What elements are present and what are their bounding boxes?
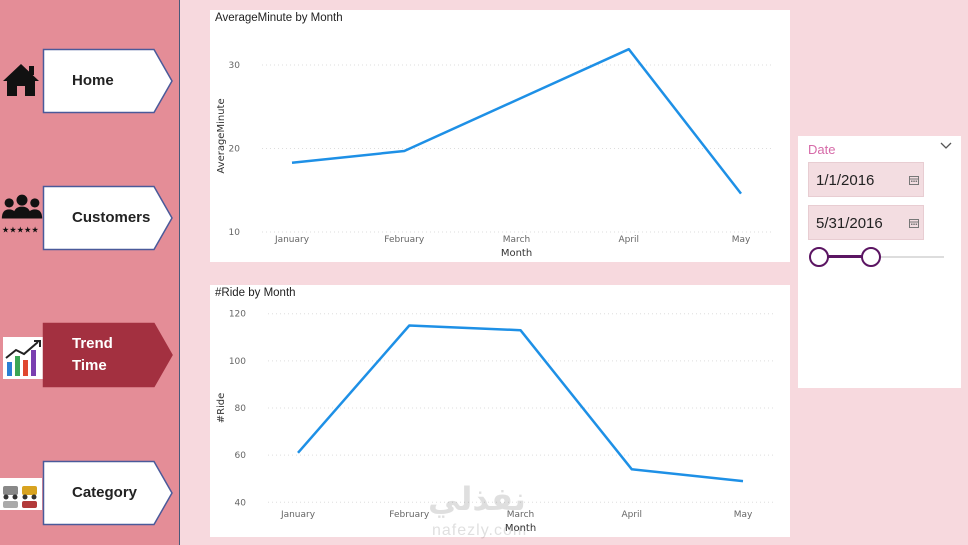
calendar-icon[interactable] [909, 175, 919, 185]
data-point[interactable] [289, 160, 295, 166]
nav-label-home: Home [72, 72, 114, 89]
data-point[interactable] [629, 466, 635, 472]
nav-label-trend-time: Trend Time [72, 335, 113, 374]
data-point[interactable] [626, 46, 632, 52]
date-slider-range [818, 255, 872, 258]
home-button[interactable]: Home [42, 48, 174, 114]
watermark-arabic: نفذلي [428, 480, 526, 518]
end-date-value: 5/31/2016 [816, 215, 883, 232]
customers-button[interactable]: Customers [42, 185, 174, 251]
x-tick-label: May [732, 235, 751, 245]
data-point[interactable] [738, 191, 744, 197]
y-axis-title: AverageMinute [216, 98, 227, 173]
y-tick-label: 20 [229, 145, 241, 155]
x-tick-label: January [280, 510, 316, 520]
data-point[interactable] [406, 323, 412, 329]
nav-item-home[interactable]: Home [0, 48, 180, 118]
x-axis-title: Month [501, 248, 532, 259]
y-tick-label: 10 [229, 228, 241, 238]
x-tick-label: February [389, 510, 430, 520]
sidebar-nav: Home ★★★★★ Customers Trend Time [0, 0, 180, 545]
x-tick-label: January [274, 235, 310, 245]
nav-item-category[interactable]: Category [0, 460, 180, 530]
date-slider-track[interactable] [818, 256, 944, 258]
nav-label-customers: Customers [72, 209, 151, 226]
x-tick-label: May [734, 510, 753, 520]
x-tick-label: March [503, 235, 530, 245]
data-point[interactable] [514, 97, 520, 103]
data-point[interactable] [518, 327, 524, 333]
y-axis-title: #Ride [216, 393, 227, 424]
calendar-icon[interactable] [909, 218, 919, 228]
slicer-title: Date [808, 142, 836, 157]
y-tick-label: 40 [235, 498, 247, 508]
chart-average-minute-card: 10 20 30 January February March April May Month A… [210, 10, 790, 262]
end-date-input[interactable]: 5/31/2016 [808, 205, 924, 240]
chart-ride-card: 40 60 80 100 120 January February March April May… [210, 285, 790, 537]
x-tick-label: March [507, 510, 534, 520]
y-tick-label: 80 [235, 404, 247, 414]
y-tick-label: 30 [229, 61, 241, 71]
trend-time-button[interactable]: Trend Time [42, 322, 174, 388]
chevron-down-icon[interactable] [939, 138, 953, 152]
watermark-latin: nafezly.com [432, 522, 528, 539]
data-point[interactable] [740, 478, 746, 484]
trend-chart-icon [3, 337, 45, 379]
data-point[interactable] [401, 148, 407, 154]
y-tick-label: 60 [235, 451, 247, 461]
category-button[interactable]: Category [42, 460, 174, 526]
data-point[interactable] [295, 450, 301, 456]
x-axis-title: Month [505, 523, 536, 534]
category-cars-icon [0, 478, 42, 510]
home-icon [3, 64, 39, 96]
date-slider-end-handle[interactable] [861, 247, 881, 267]
start-date-value: 1/1/2016 [816, 172, 875, 189]
chart-average-minute[interactable]: 10 20 30 January February March April May Month A… [210, 10, 790, 262]
nav-label-category: Category [72, 484, 138, 501]
chart-ride[interactable]: 40 60 80 100 120 January February March April May… [210, 285, 790, 537]
chart-title: AverageMinute by Month [215, 12, 343, 24]
series-line[interactable] [291, 47, 742, 195]
x-tick-label: April [618, 235, 639, 245]
chart-title: #Ride by Month [215, 287, 296, 299]
svg-text:★★★★★: ★★★★★ [2, 224, 39, 234]
start-date-input[interactable]: 1/1/2016 [808, 162, 924, 197]
nav-item-customers[interactable]: ★★★★★ Customers [0, 185, 180, 255]
y-tick-label: 120 [229, 310, 246, 320]
y-tick-label: 100 [229, 357, 246, 367]
customers-rating-icon: ★★★★★ [1, 194, 43, 234]
date-slider-start-handle[interactable] [809, 247, 829, 267]
date-slicer: Date 1/1/2016 5/31/2016 [798, 136, 961, 388]
nav-item-trend-time[interactable]: Trend Time [0, 322, 180, 392]
series-line[interactable] [297, 324, 744, 483]
watermark-logo: نفذلي nafezly.com [420, 480, 550, 540]
x-tick-label: April [621, 510, 642, 520]
x-tick-label: February [384, 235, 425, 245]
